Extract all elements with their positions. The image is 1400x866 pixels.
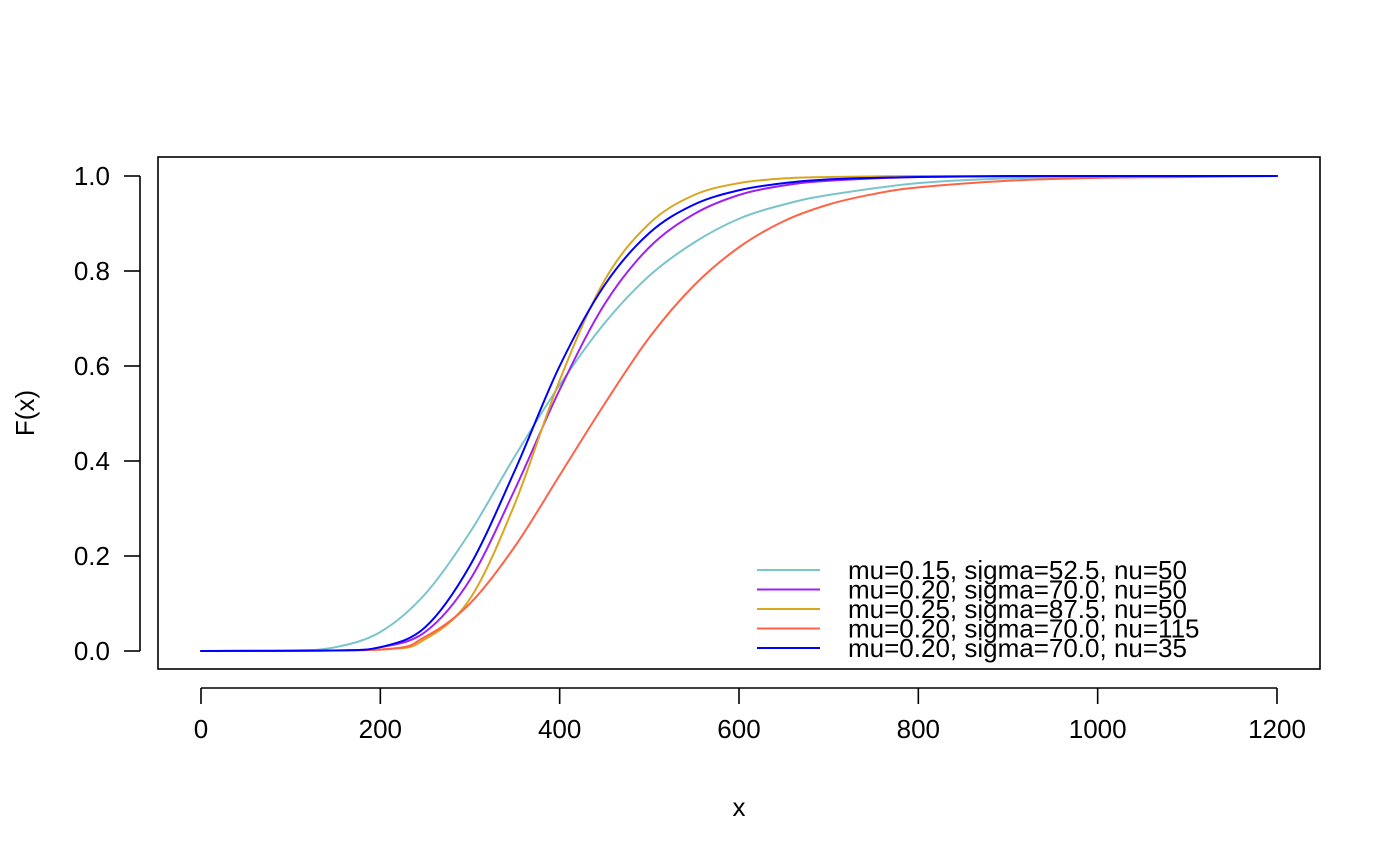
plot-frame [157,156,1321,670]
legend-item: mu=0.15, sigma=52.5, nu=50 [757,555,1187,585]
series-line-1 [200,175,1278,652]
legend-label: mu=0.25, sigma=87.5, nu=50 [848,594,1187,624]
y-axis-title: F(x) [10,390,40,436]
y-tick-label: 0.6 [74,351,110,381]
x-tick-label: 800 [897,714,940,744]
y-tick-label: 0.2 [74,541,110,571]
legend-item: mu=0.25, sigma=87.5, nu=50 [757,594,1187,624]
x-axis: 0 200 400 600 800 1000 1200 [194,687,1306,744]
x-tick-label: 600 [717,714,760,744]
series-line-5 [200,174,1278,652]
x-tick-label: 400 [538,714,581,744]
x-tick-label: 1200 [1248,714,1306,744]
x-axis-title: x [733,792,746,822]
legend-label: mu=0.20, sigma=70.0, nu=35 [848,633,1187,663]
y-tick-label: 0.8 [74,256,110,286]
series-group [200,174,1278,652]
y-tick-label: 0.4 [74,446,110,476]
y-tick-label: 1.0 [74,161,110,191]
x-tick-label: 1000 [1069,714,1127,744]
legend-label: mu=0.15, sigma=52.5, nu=50 [848,555,1187,585]
x-tick-label: 200 [359,714,402,744]
legend-label: mu=0.20, sigma=70.0, nu=115 [848,614,1200,644]
legend-label: mu=0.20, sigma=70.0, nu=50 [848,575,1187,605]
x-tick-label: 0 [194,714,208,744]
series-line-4 [200,175,1278,652]
legend-item: mu=0.20, sigma=70.0, nu=35 [757,633,1187,663]
legend-item: mu=0.20, sigma=70.0, nu=50 [757,575,1187,605]
y-axis: 0.0 0.2 0.4 0.6 0.8 1.0 [74,161,141,666]
y-tick-label: 0.0 [74,636,110,666]
legend-item: mu=0.20, sigma=70.0, nu=115 [757,614,1200,644]
